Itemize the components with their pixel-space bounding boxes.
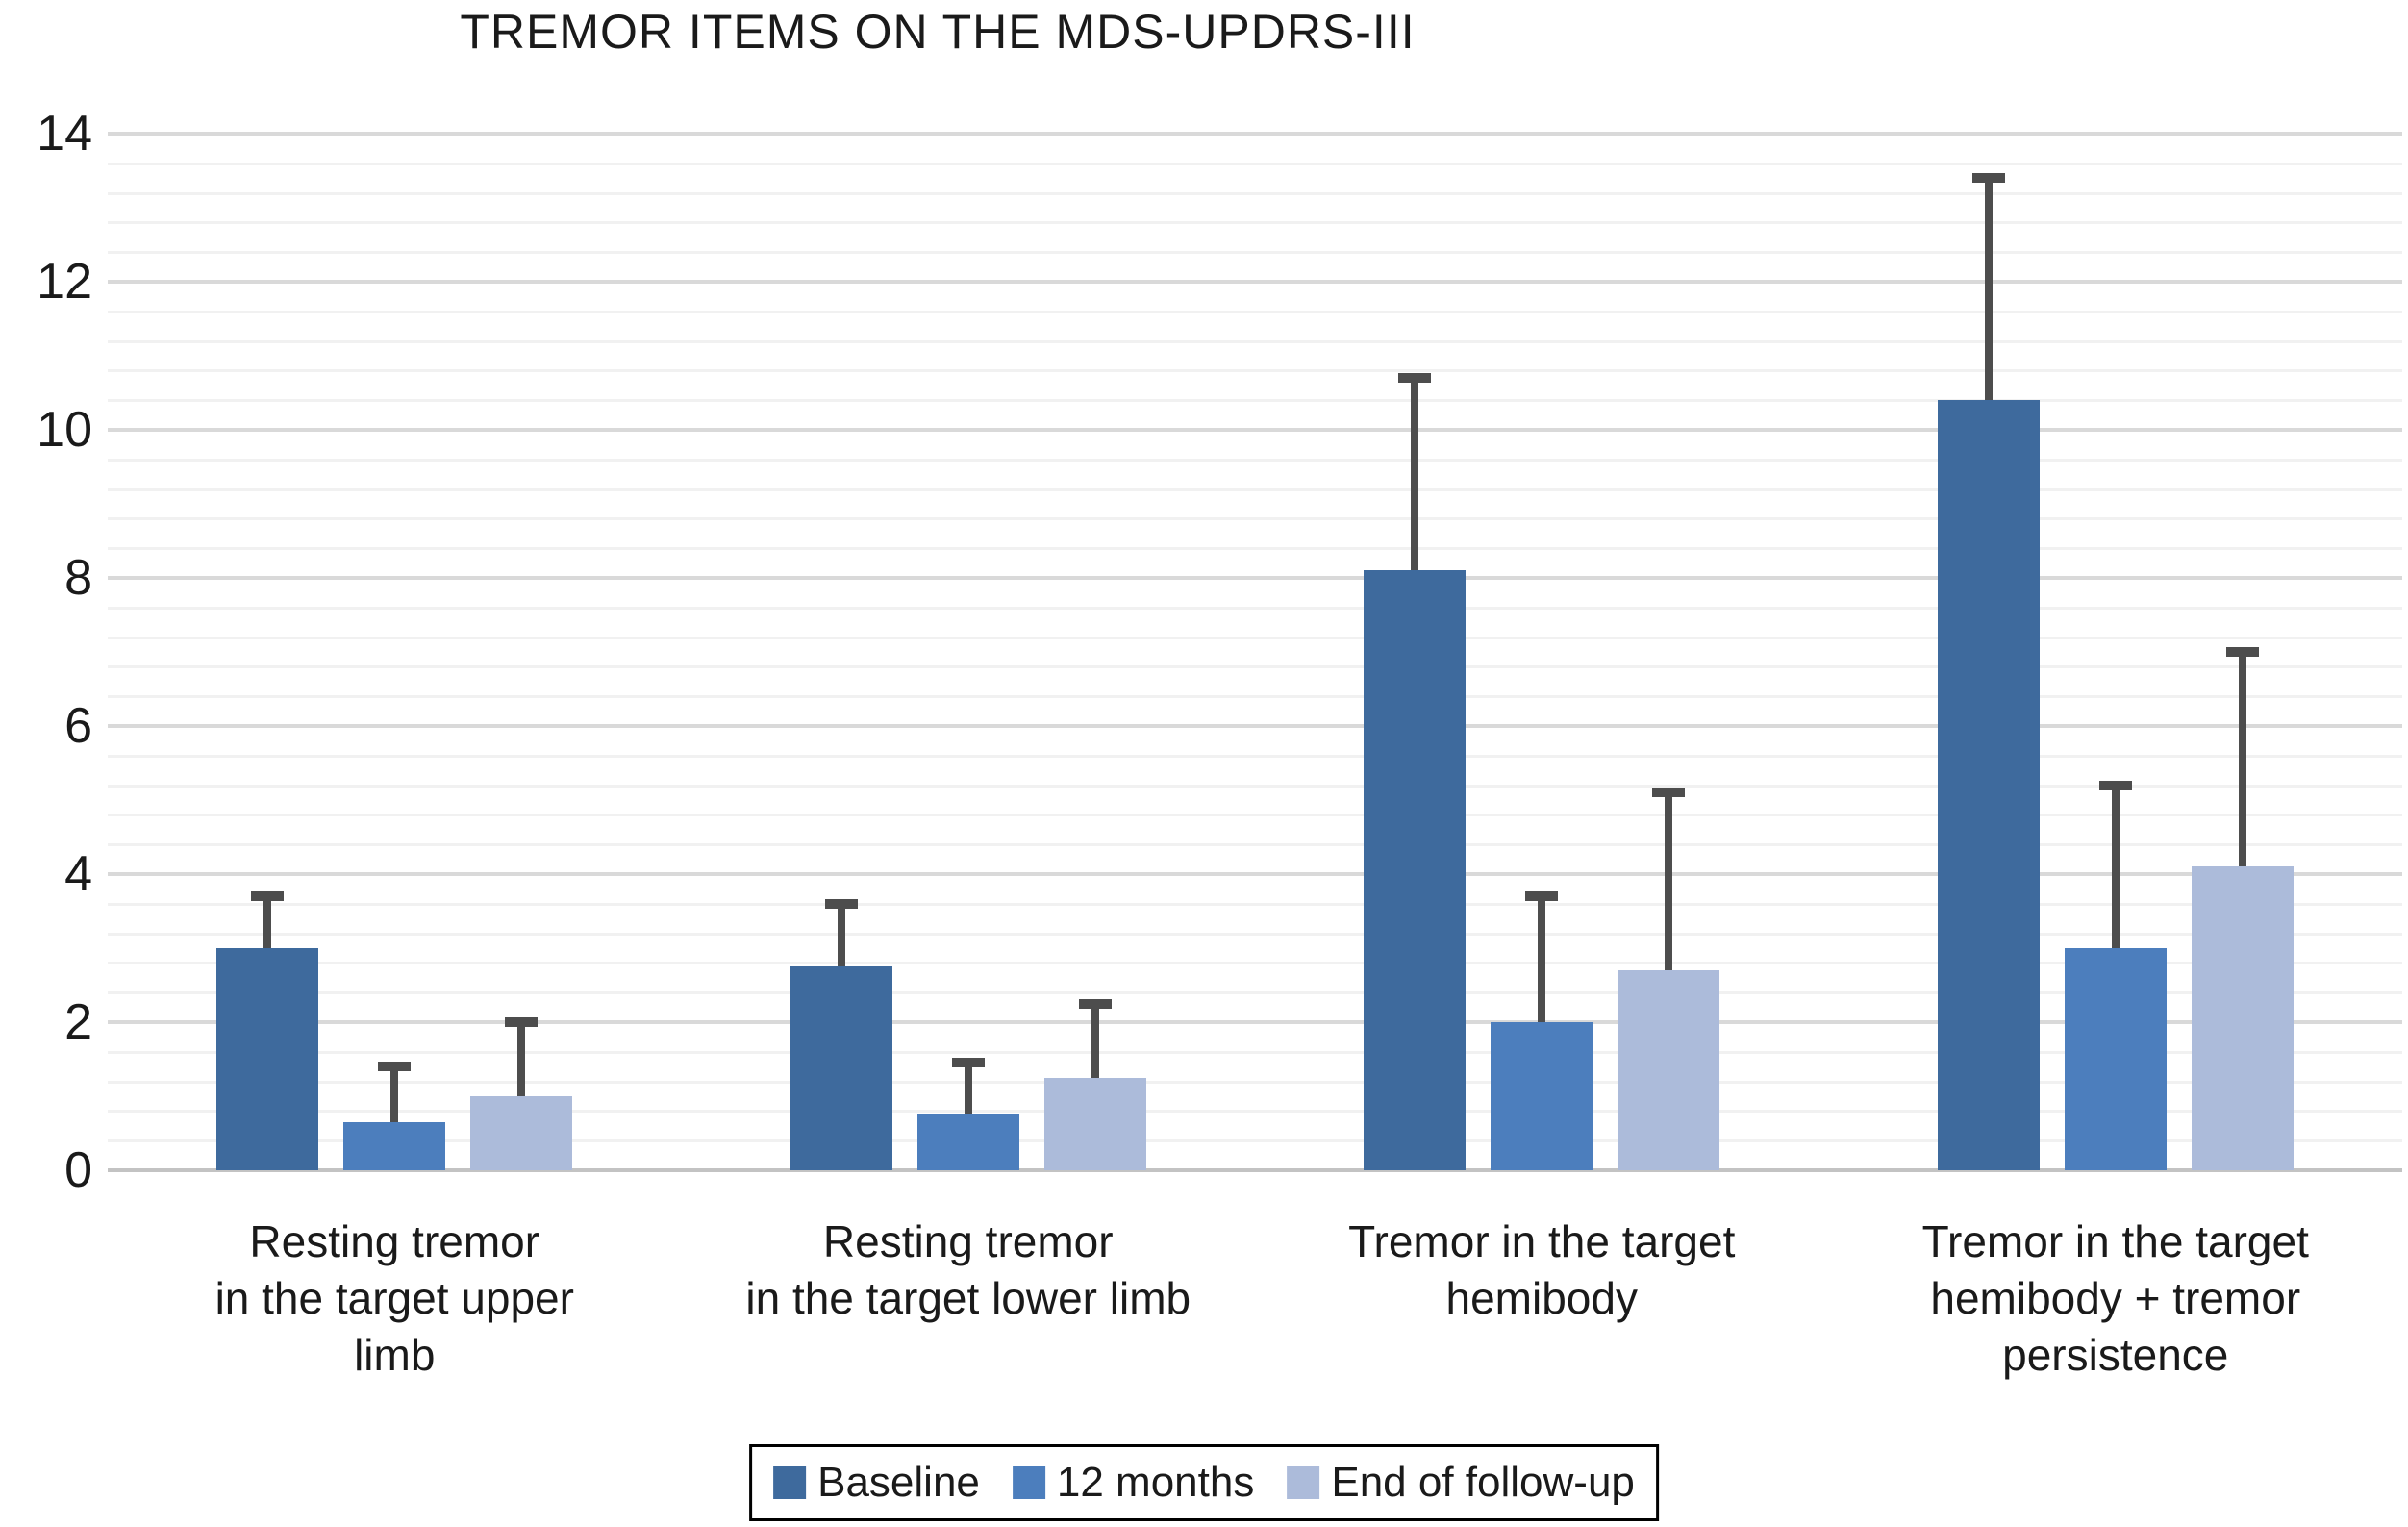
error-bar-cap <box>2225 647 2259 657</box>
minor-gridline <box>108 754 2402 758</box>
legend-label: End of follow-up <box>1331 1459 1635 1506</box>
bar-end-of-follow-up <box>470 1096 573 1170</box>
bar-12-months <box>1491 1022 1593 1170</box>
error-bar-stem <box>1984 178 1993 401</box>
minor-gridline <box>108 1110 2402 1114</box>
major-gridline <box>108 1020 2402 1024</box>
y-tick-label: 8 <box>64 550 92 606</box>
minor-gridline <box>108 399 2402 403</box>
error-bar-cap <box>1652 788 1686 798</box>
legend: Baseline 12 months End of follow-up <box>749 1444 1659 1521</box>
bar-baseline <box>1937 400 2040 1170</box>
major-gridline <box>108 724 2402 728</box>
category-label: Resting tremor in the target lower limb <box>745 1216 1191 1323</box>
legend-swatch-12-months <box>1012 1466 1045 1499</box>
minor-gridline <box>108 162 2402 165</box>
category-label: Tremor in the target hemibody <box>1348 1216 1736 1323</box>
minor-gridline <box>108 221 2402 225</box>
minor-gridline <box>108 962 2402 965</box>
error-bar-cap <box>2098 780 2132 790</box>
error-bar-stem <box>1665 792 1673 971</box>
minor-gridline <box>108 310 2402 313</box>
chart-title: TREMOR ITEMS ON THE MDS-UPDRS-III <box>460 5 1416 59</box>
major-gridline <box>108 872 2402 876</box>
legend-label: Baseline <box>817 1459 980 1506</box>
legend-item-end-of-follow-up: End of follow-up <box>1287 1459 1635 1507</box>
legend-swatch-end-of-follow-up <box>1287 1466 1320 1499</box>
minor-gridline <box>108 517 2402 521</box>
minor-gridline <box>108 991 2402 995</box>
legend-swatch-baseline <box>773 1466 807 1499</box>
minor-gridline <box>108 458 2402 462</box>
bar-end-of-follow-up <box>1043 1077 1146 1170</box>
error-bar-cap <box>505 1017 539 1027</box>
minor-gridline <box>108 488 2402 491</box>
y-tick-label: 14 <box>37 106 92 162</box>
error-bar-stem <box>837 903 845 967</box>
x-axis-line <box>108 1168 2402 1172</box>
bar-12-months <box>916 1114 1019 1170</box>
category-label: Tremor in the target hemibody + tremor p… <box>1921 1216 2309 1380</box>
error-bar-cap <box>378 1062 412 1072</box>
error-bar-stem <box>2238 652 2246 867</box>
error-bar-stem <box>1538 896 1546 1022</box>
minor-gridline <box>108 606 2402 610</box>
error-bar-cap <box>824 898 858 909</box>
bar-baseline <box>790 966 892 1170</box>
bar-baseline <box>1364 570 1467 1170</box>
bar-end-of-follow-up <box>1618 970 1720 1170</box>
bar-end-of-follow-up <box>2191 866 2294 1170</box>
y-tick-label: 4 <box>64 846 92 902</box>
error-bar-cap <box>1398 373 1432 384</box>
error-bar-cap <box>951 1058 985 1068</box>
minor-gridline <box>108 902 2402 906</box>
y-tick-label: 0 <box>64 1142 92 1198</box>
minor-gridline <box>108 547 2402 551</box>
minor-gridline <box>108 339 2402 343</box>
y-tick-label: 12 <box>37 254 92 310</box>
error-bar-stem <box>1091 1003 1099 1078</box>
error-bar-stem <box>2111 785 2120 948</box>
major-gridline <box>108 132 2402 136</box>
minor-gridline <box>108 843 2402 847</box>
minor-gridline <box>108 1139 2402 1143</box>
minor-gridline <box>108 251 2402 255</box>
bar-12-months <box>343 1121 446 1170</box>
minor-gridline <box>108 1080 2402 1084</box>
minor-gridline <box>108 814 2402 817</box>
category-label: Resting tremor in the target upper limb <box>214 1216 574 1380</box>
error-bar-stem <box>964 1063 972 1115</box>
minor-gridline <box>108 636 2402 639</box>
legend-item-12-months: 12 months <box>1012 1459 1255 1507</box>
legend-label: 12 months <box>1056 1459 1255 1506</box>
minor-gridline <box>108 932 2402 936</box>
bar-baseline <box>216 948 319 1170</box>
error-bar-cap <box>1078 998 1112 1009</box>
legend-item-baseline: Baseline <box>773 1459 980 1507</box>
error-bar-cap <box>251 891 285 902</box>
minor-gridline <box>108 1050 2402 1054</box>
minor-gridline <box>108 695 2402 699</box>
bar-12-months <box>2064 948 2167 1170</box>
minor-gridline <box>108 784 2402 788</box>
error-bar-stem <box>517 1022 526 1096</box>
error-bar-cap <box>1525 891 1559 902</box>
error-bar-cap <box>1971 173 2005 184</box>
major-gridline <box>108 280 2402 284</box>
error-bar-stem <box>390 1066 399 1122</box>
minor-gridline <box>108 191 2402 195</box>
y-tick-label: 6 <box>64 698 92 754</box>
y-tick-label: 2 <box>64 994 92 1050</box>
error-bar-stem <box>1411 378 1419 571</box>
minor-gridline <box>108 665 2402 669</box>
y-tick-label: 10 <box>37 402 92 458</box>
major-gridline <box>108 428 2402 432</box>
error-bar-stem <box>263 896 272 948</box>
major-gridline <box>108 576 2402 580</box>
minor-gridline <box>108 369 2402 373</box>
